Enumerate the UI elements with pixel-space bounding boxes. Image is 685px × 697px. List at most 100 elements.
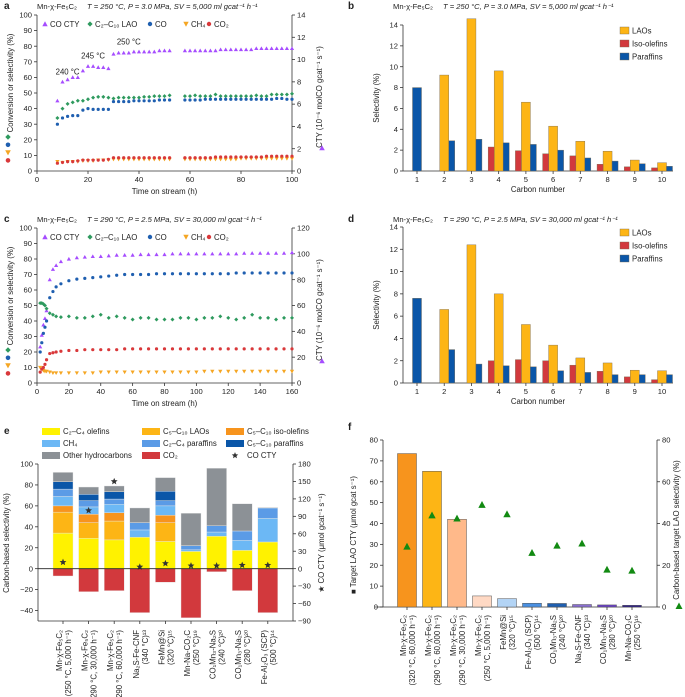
x-axis-tick-label: (320 °C)¹⁵	[166, 630, 175, 665]
data-point	[146, 252, 151, 257]
data-point	[146, 315, 151, 320]
cty-star	[161, 559, 169, 567]
x-axis-tick-label: CO₁Mn₃-Na₂S	[599, 615, 608, 664]
legend-swatch	[619, 254, 630, 263]
bar-segment	[155, 522, 176, 542]
data-point	[170, 370, 175, 375]
bar-segment	[78, 522, 99, 539]
data-point	[54, 263, 59, 268]
data-point	[193, 98, 197, 102]
x-axis-tick-label: 6	[551, 175, 555, 184]
data-point	[117, 156, 121, 160]
bar-segment	[155, 515, 176, 523]
data-point	[91, 158, 95, 162]
data-point	[264, 156, 269, 161]
y-axis-tick-label: 10	[370, 582, 378, 591]
x-axis-tick-label: 5	[524, 387, 528, 396]
data-point	[289, 46, 295, 51]
data-point	[218, 94, 223, 99]
bar-iso-olefins	[542, 360, 549, 384]
x-axis-tick-label: (340 °C)¹³	[141, 630, 150, 665]
data-point	[182, 48, 187, 53]
y-axis-tick-label: 40	[24, 317, 32, 326]
y-axis-tick-label: 8	[394, 289, 398, 298]
data-point	[202, 272, 206, 276]
data-point	[242, 251, 247, 255]
selectivity-triangle	[428, 511, 436, 519]
y-axis-legend-marker	[5, 134, 11, 140]
chart-title-conditions: T = 290 °C, P = 2.5 MPa, SV = 30,000 ml …	[443, 215, 618, 224]
data-point	[66, 371, 71, 376]
data-point	[131, 95, 136, 100]
cty-star	[85, 506, 93, 514]
data-point	[203, 156, 207, 160]
data-point	[270, 97, 274, 101]
x-axis-tick-label: 40	[135, 175, 143, 184]
data-point	[242, 369, 247, 374]
data-point	[111, 51, 116, 56]
data-point	[154, 252, 159, 257]
data-point	[229, 97, 233, 101]
series-CO₂	[38, 347, 294, 374]
bar	[397, 453, 417, 608]
data-point	[186, 347, 191, 351]
data-point	[42, 316, 48, 321]
panel-label-b: b	[348, 1, 354, 12]
legend-swatch	[142, 428, 160, 435]
x-axis-tick-label: Mn-χ-Fe₅C₂	[424, 615, 433, 656]
legend-label: C₅–C₁₀ paraffins	[247, 439, 304, 448]
y-axis-tick-label: 80	[24, 42, 32, 51]
data-point	[114, 370, 119, 375]
chart-title-conditions: T = 290 °C, P = 2.5 MPa, SV = 30,000 ml …	[87, 215, 262, 224]
data-point	[44, 306, 49, 311]
series-C₂–C₁₀ LAO	[38, 301, 294, 322]
data-point	[127, 99, 131, 104]
data-point	[44, 319, 49, 323]
bar-segment	[206, 531, 227, 537]
chart-title-conditions: T = 250 °C, P = 3.0 MPa, SV = 5,000 ml g…	[443, 2, 614, 11]
y-axis-legend-marker	[5, 371, 11, 376]
legend-marker	[87, 21, 93, 27]
y-axis-tick-label: 4	[394, 125, 398, 134]
data-point	[289, 369, 295, 374]
data-point	[96, 107, 100, 111]
data-point	[48, 296, 52, 300]
data-point	[188, 156, 192, 160]
legend-marker	[42, 21, 48, 27]
data-point	[183, 98, 187, 102]
data-point	[90, 371, 95, 376]
data-point	[80, 68, 85, 73]
x-axis-tick-label: (340 °C)¹³	[583, 615, 592, 650]
y-axis-tick-label: 6	[394, 104, 398, 113]
data-point	[258, 315, 263, 320]
data-point	[182, 94, 187, 99]
data-point	[162, 98, 167, 102]
data-point	[66, 114, 70, 118]
data-point	[233, 47, 238, 52]
data-point	[194, 347, 198, 351]
data-point	[152, 99, 156, 103]
y-axis-label: Selectivity (%)	[372, 73, 381, 123]
data-point	[290, 154, 294, 158]
data-point	[183, 156, 187, 160]
data-point	[138, 370, 143, 375]
data-point	[264, 97, 269, 101]
y-axis-label: Carbon-based selectivity (%)	[2, 493, 11, 593]
data-point	[82, 254, 87, 259]
bar-paraffins	[611, 160, 619, 172]
bar-segment	[52, 511, 74, 534]
selectivity-triangle	[478, 501, 486, 508]
data-point	[224, 97, 228, 101]
x-axis-tick-label: Mn-χ-Fe₅C₂	[474, 615, 483, 656]
y2-axis-tick-label: 60	[297, 301, 305, 310]
y-axis-tick-label: 12	[390, 41, 398, 50]
data-point	[170, 347, 175, 351]
x-axis-tick-label: 8	[605, 175, 609, 184]
x-axis-tick-label: Na₂S-Fe-CNF	[574, 615, 583, 664]
data-point	[43, 362, 47, 366]
data-point	[152, 156, 156, 160]
y-axis-tick-label: 30	[24, 332, 32, 341]
x-axis-tick-label: (500 °C)¹⁴	[533, 615, 542, 650]
data-point	[218, 369, 223, 374]
x-axis-tick-label: 100	[190, 387, 203, 396]
